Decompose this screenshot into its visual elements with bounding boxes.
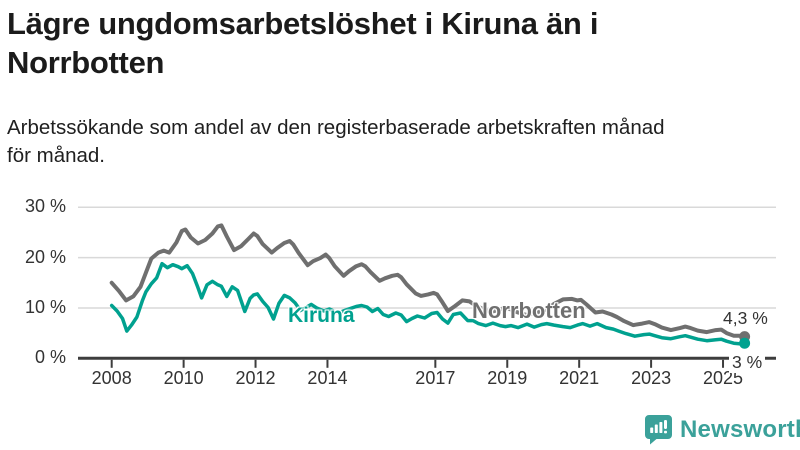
series-label-kiruna: Kiruna [288, 304, 355, 327]
series-line-kiruna [109, 261, 747, 346]
bar-chart-speech-bubble-icon [645, 415, 672, 445]
subtitle-line-2: för månad. [7, 144, 105, 167]
series-line-norrbotten [109, 223, 747, 339]
series-label-norrbotten: Norrbotten [472, 298, 586, 323]
newsworthy-brand-link[interactable]: Newsworthy [644, 414, 800, 445]
brand-name: Newsworthy [680, 415, 800, 443]
title-line-1: Lägre ungdomsarbetslöshet i Kiruna än i [7, 6, 599, 41]
title-line-2: Norrbotten [7, 45, 165, 80]
end-value-label-kiruna: 3 % [729, 352, 766, 373]
chart-subtitle: Arbetssökande som andel av den registerb… [7, 114, 793, 170]
end-value-label-norrbotten: 4,3 % [723, 308, 768, 328]
series-end-dot-kiruna [739, 337, 751, 349]
subtitle-line-1: Arbetssökande som andel av den registerb… [7, 116, 665, 139]
page-title: Lägre ungdomsarbetslöshet i Kiruna än i … [7, 4, 787, 82]
